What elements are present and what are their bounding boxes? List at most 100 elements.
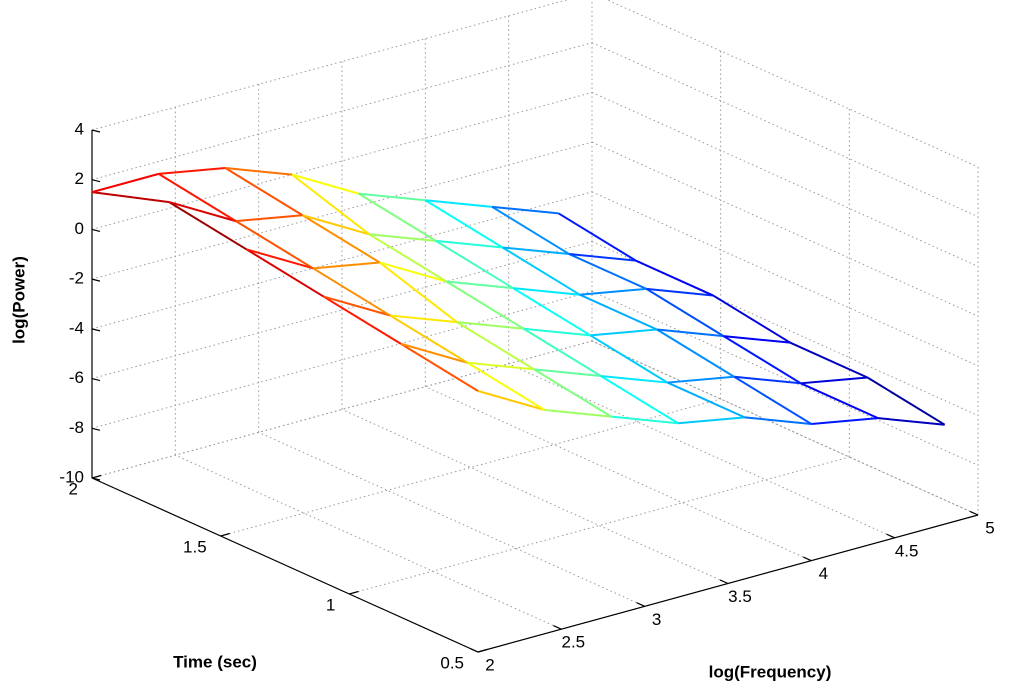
mesh-line <box>446 280 514 290</box>
grid-line <box>349 456 850 595</box>
x-tick-label: 3 <box>652 610 661 629</box>
z-tick <box>91 129 101 133</box>
mesh-line <box>744 416 812 425</box>
mesh-line <box>800 376 868 385</box>
mesh-line <box>712 294 791 344</box>
mesh-line <box>400 342 479 392</box>
y-tick-label: 2 <box>69 479 78 498</box>
z-tick-label: -10 <box>59 467 84 486</box>
y-tick <box>349 590 359 595</box>
mesh-line <box>734 375 801 385</box>
grid-line <box>341 409 729 584</box>
y-axis-label: Time (sec) <box>173 652 257 671</box>
mesh-line <box>158 173 237 222</box>
mesh-line <box>456 321 535 371</box>
mesh-line <box>635 259 714 297</box>
mesh-line <box>312 267 391 317</box>
x-tick-label: 4.5 <box>895 541 919 560</box>
mesh-line <box>168 201 247 251</box>
mesh-line <box>358 192 426 202</box>
mesh-line <box>600 374 668 384</box>
mesh-line <box>645 288 725 337</box>
mesh-line <box>677 416 745 425</box>
z-tick-label: -4 <box>69 318 84 337</box>
mesh-line <box>291 173 359 195</box>
x-tick <box>469 647 479 653</box>
mesh-line <box>533 368 612 418</box>
grid-line <box>591 290 979 466</box>
z-tick <box>91 228 101 233</box>
mesh-line <box>656 328 724 338</box>
z-tick-label: 2 <box>75 169 84 188</box>
grid-line <box>220 398 721 537</box>
mesh-line <box>158 167 226 175</box>
z-tick-label: -6 <box>69 368 84 387</box>
grid-line <box>591 91 979 267</box>
x-tick <box>969 510 979 516</box>
y-tick <box>220 532 230 537</box>
x-tick <box>803 556 812 562</box>
mesh-line <box>523 327 591 337</box>
mesh-line <box>877 417 945 426</box>
z-tick-label: 4 <box>75 119 84 138</box>
mesh-line <box>379 261 458 323</box>
mesh-line <box>389 314 468 364</box>
mesh-line <box>512 287 580 296</box>
grid-line <box>591 191 979 367</box>
mesh-line <box>235 220 314 270</box>
z-axis-label: log(Power) <box>9 256 28 344</box>
mesh-line <box>390 314 458 324</box>
x-tick <box>886 533 895 539</box>
mesh-line <box>302 214 370 236</box>
grid-line <box>591 241 979 417</box>
mesh-line <box>523 327 602 377</box>
mesh-line <box>323 295 402 345</box>
x-tick-label: 5 <box>985 518 994 537</box>
mesh-line <box>579 293 658 331</box>
mesh-line <box>502 246 581 296</box>
mesh-line <box>723 335 802 385</box>
mesh-line <box>568 253 647 290</box>
mesh-line <box>291 173 370 236</box>
grid-line <box>591 141 979 317</box>
mesh-line <box>466 361 546 411</box>
z-tick <box>91 278 101 282</box>
x-tick <box>636 602 645 607</box>
mesh-line <box>866 376 946 426</box>
mesh-line <box>590 328 658 337</box>
mesh-line <box>733 375 812 425</box>
x-tick-label: 2 <box>485 655 494 674</box>
mesh-line <box>168 201 237 223</box>
y-axis-line <box>91 477 479 653</box>
mesh-line <box>544 409 612 418</box>
z-tick-label: -8 <box>69 418 84 437</box>
grid-line <box>91 241 593 380</box>
mesh-line <box>579 287 647 296</box>
mesh-line <box>800 382 879 420</box>
grid-line <box>175 454 562 630</box>
mesh-line <box>368 233 447 283</box>
grid-line <box>591 340 979 516</box>
mesh-line <box>477 390 545 411</box>
mesh-line <box>467 361 535 371</box>
x-tick-label: 2.5 <box>562 633 586 652</box>
y-tick-label: 1.5 <box>183 537 207 556</box>
x-tick-label: 3.5 <box>728 587 752 606</box>
z-tick <box>91 477 101 481</box>
y-tick-label: 1 <box>326 595 335 614</box>
mesh-line <box>358 192 437 242</box>
mesh-line <box>225 167 293 176</box>
mesh-line <box>369 233 436 242</box>
x-axis-label: log(Frequency) <box>709 662 832 681</box>
mesh-line <box>400 342 468 364</box>
grid-line <box>91 141 593 280</box>
mesh-line <box>491 205 559 215</box>
mesh-line <box>512 287 591 337</box>
y-tick-label: 0.5 <box>440 653 464 672</box>
grid-line <box>91 340 593 479</box>
mesh-line <box>667 381 746 419</box>
mesh-line <box>789 341 868 379</box>
x-tick <box>553 625 562 630</box>
mesh-line <box>569 253 636 262</box>
